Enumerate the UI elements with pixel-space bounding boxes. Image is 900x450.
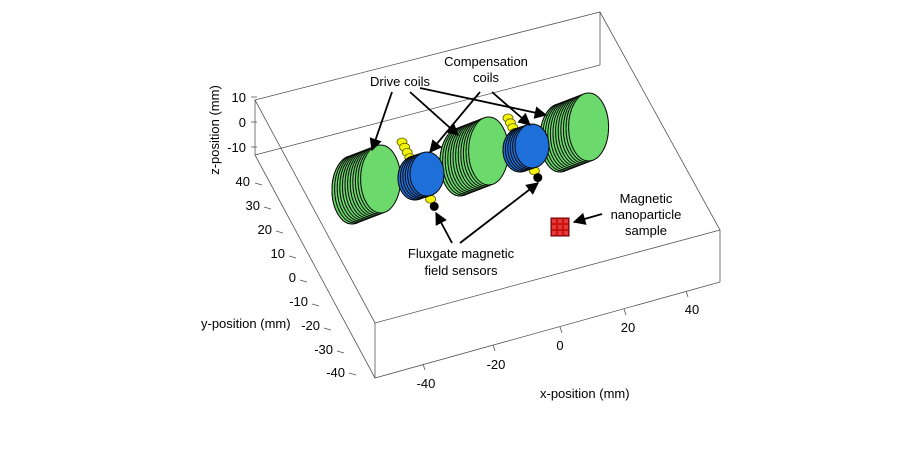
sample-cell <box>558 225 562 229</box>
arrow-drive-middle <box>409 91 459 136</box>
z-tick: 10 <box>232 90 246 105</box>
z-axis-title: z-position (mm) <box>207 85 222 175</box>
label-compensation-coils-line2: coils <box>473 70 500 85</box>
arrow-drive-right <box>419 87 548 119</box>
y-tick: 10 <box>271 246 285 261</box>
x-tick: 20 <box>621 320 635 335</box>
z-tick: 0 <box>239 115 246 130</box>
y-tick: 0 <box>289 270 296 285</box>
drive-coil-ring <box>568 92 610 162</box>
label-compensation-coils-line1: Compensation <box>444 54 528 69</box>
label-fluxgate-line1: Fluxgate magnetic <box>408 246 515 261</box>
sensor-tip <box>429 201 439 211</box>
y-tick: -40 <box>326 365 345 380</box>
drive-coil-middle <box>439 116 510 197</box>
x-tick: -20 <box>487 357 506 372</box>
sample-cell <box>558 219 562 223</box>
y-tick: 30 <box>246 198 260 213</box>
x-tick: 0 <box>556 338 563 353</box>
x-tick: -40 <box>417 376 436 391</box>
y-axis-title: y-position (mm) <box>201 316 291 331</box>
sample-cell <box>552 231 556 235</box>
drive-coil-ring <box>360 144 402 214</box>
label-sample-line1: Magnetic <box>620 191 673 206</box>
y-tick: 20 <box>258 222 272 237</box>
label-fluxgate-line2: field sensors <box>425 263 498 278</box>
label-drive-coils: Drive coils <box>370 74 430 89</box>
sample-cell <box>564 219 568 223</box>
arrow-sample <box>572 212 603 225</box>
compensation-coil-left <box>397 151 445 201</box>
x-axis-title: x-position (mm) <box>540 386 630 401</box>
x-axis: -40 -20 0 20 40 x-position (mm) <box>417 290 699 401</box>
sample-cell <box>564 231 568 235</box>
arrow-drive-left <box>369 91 393 152</box>
y-tick: -20 <box>301 318 320 333</box>
arrow-compensation-right <box>491 91 531 126</box>
bounding-box <box>254 11 721 379</box>
sample-cell <box>558 231 562 235</box>
nanoparticle-sample <box>550 217 570 237</box>
arrow-sensor-right <box>459 182 539 244</box>
annotation-arrows <box>369 87 603 244</box>
sensor-tip <box>533 173 543 183</box>
drive-coil-right <box>539 92 610 173</box>
y-tick: -10 <box>289 294 308 309</box>
sample-cell <box>552 219 556 223</box>
label-sample-line3: sample <box>625 223 667 238</box>
sample-cell <box>552 225 556 229</box>
drive-coil-left <box>331 144 402 225</box>
arrow-compensation-left <box>429 91 481 153</box>
x-tick: 40 <box>685 302 699 317</box>
arrow-sensor-left <box>435 211 453 244</box>
label-sample-line2: nanoparticle <box>611 207 682 222</box>
compensation-coil-right <box>502 123 550 173</box>
y-axis: 40 30 20 10 0 -10 -20 -30 -40 y-position… <box>201 174 357 380</box>
compensation-coil-ring <box>409 151 445 197</box>
compensation-coil-ring <box>514 123 550 169</box>
z-axis: 10 0 -10 z-position (mm) <box>207 85 257 175</box>
y-tick: -30 <box>314 342 333 357</box>
z-tick: -10 <box>227 140 246 155</box>
sample-cell <box>564 225 568 229</box>
y-tick: 40 <box>236 174 250 189</box>
